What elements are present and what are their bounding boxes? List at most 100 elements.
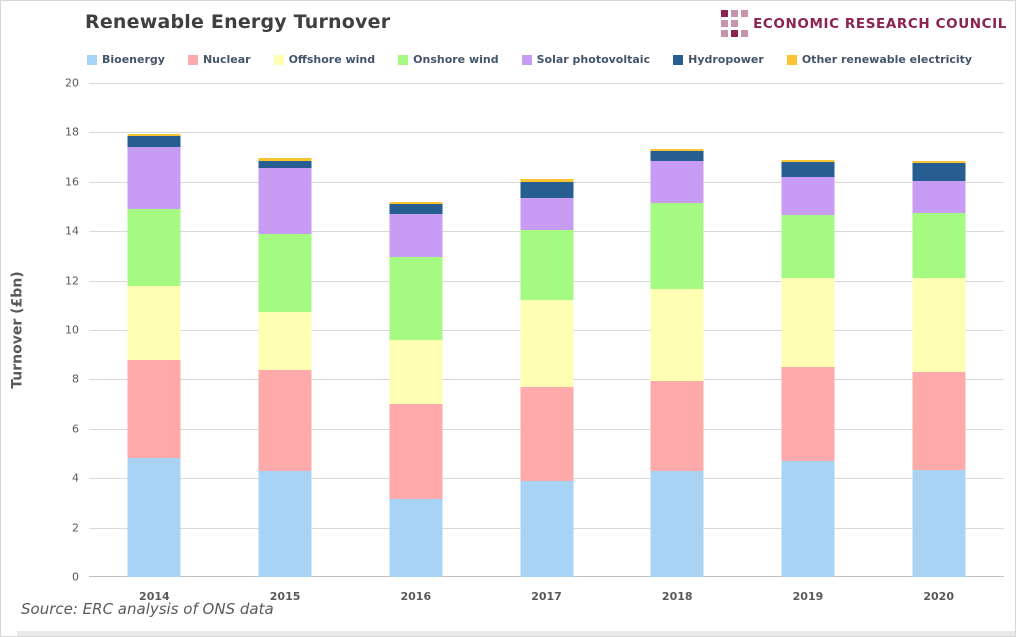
bar-segment-nuclear <box>912 372 966 470</box>
bar-segment-hydropower <box>258 160 312 169</box>
plot-area: 2014 2015 2016 2017 2018 2019 2020 <box>89 83 1004 603</box>
x-tick-label: 2015 <box>269 590 301 603</box>
bar-segment-bioenergy <box>258 470 312 577</box>
bar-segment-offshore-wind <box>781 278 835 368</box>
bar-segment-offshore-wind <box>912 278 966 372</box>
bar-segment-nuclear <box>127 359 181 459</box>
bar-segment-solar-photovoltaic <box>650 160 704 203</box>
bottom-strip <box>17 631 1015 636</box>
logo-square-icon <box>731 30 739 37</box>
bar-segment-bioenergy <box>912 469 966 577</box>
logo-text: ECONOMIC RESEARCH COUNCIL <box>753 15 1007 32</box>
legend-item-other-renewable-electricity: Other renewable electricity <box>786 53 973 66</box>
y-tick-label: 8 <box>72 372 79 386</box>
bar-segment-hydropower <box>912 163 966 181</box>
bar-segment-solar-photovoltaic <box>389 213 443 258</box>
bar-column-2020: 2020 <box>873 83 1004 603</box>
bar-segment-other-renewable-electricity <box>258 158 312 161</box>
source-note: Source: ERC analysis of ONS data <box>21 600 274 618</box>
bar-column-2016: 2016 <box>350 83 481 603</box>
logo-square-icon <box>731 10 739 17</box>
logo-square-icon <box>741 30 749 37</box>
legend-swatch-icon <box>786 54 797 65</box>
x-tick-label: 2019 <box>792 590 824 603</box>
bar-segment-hydropower <box>127 136 181 148</box>
y-tick-label: 14 <box>65 224 79 238</box>
bar-segment-hydropower <box>389 204 443 214</box>
bar-segment-bioenergy <box>650 470 704 577</box>
bar-segment-nuclear <box>520 386 574 481</box>
y-axis-title-label: Turnover (£bn) <box>10 271 26 389</box>
stacked-bar-2016 <box>389 83 443 577</box>
bar-segment-onshore-wind <box>127 209 181 286</box>
legend-item-solar-photovoltaic: Solar photovoltaic <box>521 53 651 66</box>
bar-segment-solar-photovoltaic <box>127 147 181 209</box>
legend-swatch-icon <box>273 54 284 65</box>
bar-segment-onshore-wind <box>781 215 835 279</box>
bar-segment-hydropower <box>781 162 835 177</box>
bar-column-2017: 2017 <box>481 83 612 603</box>
legend-swatch-icon <box>521 54 532 65</box>
stacked-bar-2014 <box>127 83 181 577</box>
stacked-bar-2015 <box>258 83 312 577</box>
bar-segment-offshore-wind <box>258 311 312 370</box>
x-tick-label: 2020 <box>923 590 954 603</box>
chart-title: Renewable Energy Turnover <box>85 11 391 33</box>
bar-segment-offshore-wind <box>650 289 704 381</box>
bar-segment-other-renewable-electricity <box>912 160 966 164</box>
bar-column-2015: 2015 <box>220 83 351 603</box>
bar-segment-solar-photovoltaic <box>520 197 574 230</box>
bar-segment-nuclear <box>389 404 443 500</box>
y-tick-label: 4 <box>72 471 79 485</box>
logo-square-icon <box>731 20 739 27</box>
bar-segment-hydropower <box>520 181 574 198</box>
logo-square-icon <box>721 10 729 17</box>
bar-segment-solar-photovoltaic <box>258 168 312 234</box>
bar-segment-bioenergy <box>389 499 443 577</box>
bar-segment-other-renewable-electricity <box>389 201 443 205</box>
legend-swatch-icon <box>673 54 684 65</box>
gridline <box>89 83 1004 84</box>
legend-swatch-icon <box>187 54 198 65</box>
legend-label: Other renewable electricity <box>801 53 973 66</box>
stacked-bar-2020 <box>912 83 966 577</box>
stacked-bar-2017 <box>520 83 574 577</box>
y-tick-label: 2 <box>72 521 79 535</box>
legend-item-hydropower: Hydropower <box>673 53 764 66</box>
bar-segment-solar-photovoltaic <box>781 176 835 216</box>
logo-square-icon <box>741 10 749 17</box>
bar-segment-nuclear <box>258 369 312 471</box>
legend-label: Solar photovoltaic <box>536 53 651 66</box>
logo-square-icon <box>721 20 729 27</box>
legend-item-nuclear: Nuclear <box>187 53 251 66</box>
legend-label: Bioenergy <box>102 53 165 66</box>
gridline <box>89 132 1004 134</box>
logo-square-icon <box>721 30 729 37</box>
legend-swatch-icon <box>87 54 97 65</box>
bar-segment-other-renewable-electricity <box>520 179 574 182</box>
bar-segment-solar-photovoltaic <box>912 180 966 213</box>
legend-item-onshore-wind: Onshore wind <box>398 53 499 66</box>
bar-segment-hydropower <box>650 150 704 161</box>
bar-column-2019: 2019 <box>743 83 874 603</box>
x-tick-label: 2017 <box>531 590 562 603</box>
legend-label: Nuclear <box>202 53 251 66</box>
bar-segment-offshore-wind <box>520 300 574 387</box>
bar-segment-bioenergy <box>781 460 835 577</box>
bar-segment-offshore-wind <box>389 339 443 405</box>
legend: Bioenergy Nuclear Offshore wind Onshore win… <box>87 53 1011 66</box>
bar-segment-other-renewable-electricity <box>127 133 181 137</box>
bar-segment-onshore-wind <box>389 257 443 340</box>
logo-squares-icon <box>721 10 749 37</box>
bar-segment-onshore-wind <box>258 233 312 312</box>
y-axis-title: Turnover (£bn) <box>3 83 33 577</box>
bar-segment-other-renewable-electricity <box>650 148 704 151</box>
stacked-bar-2019 <box>781 83 835 577</box>
y-axis-labels: 0 2 4 6 8 10 12 14 16 18 20 <box>41 77 79 584</box>
legend-label: Onshore wind <box>413 53 499 66</box>
bar-segment-onshore-wind <box>520 229 574 301</box>
bar-segment-offshore-wind <box>127 285 181 360</box>
bar-column-2018: 2018 <box>612 83 743 603</box>
bar-segment-bioenergy <box>520 480 574 577</box>
